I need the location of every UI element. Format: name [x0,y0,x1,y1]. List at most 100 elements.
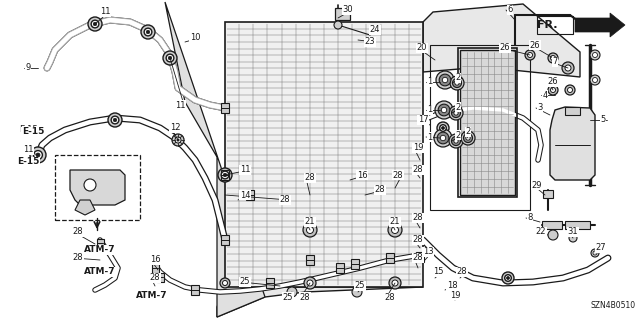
Text: 8: 8 [527,213,532,222]
Text: 1: 1 [428,132,433,142]
Circle shape [548,85,558,95]
Text: 26: 26 [530,41,540,49]
Circle shape [437,122,449,134]
Circle shape [466,136,470,140]
Text: 10: 10 [189,33,200,42]
Circle shape [287,287,297,297]
Circle shape [591,249,599,257]
Text: 28: 28 [150,273,160,283]
Circle shape [590,75,600,85]
Bar [543,190,553,198]
Circle shape [172,134,184,146]
Bar [565,107,580,115]
Circle shape [436,71,454,89]
Polygon shape [70,170,125,205]
Bar [430,45,530,210]
Circle shape [442,77,448,83]
Circle shape [84,179,96,191]
Circle shape [565,65,571,71]
Text: 28: 28 [300,293,310,301]
Circle shape [461,131,475,145]
Circle shape [88,17,102,31]
Circle shape [111,116,119,124]
Bar [221,170,229,180]
Bar [537,16,573,34]
Text: 28: 28 [280,196,291,204]
Circle shape [166,54,174,62]
Circle shape [141,25,155,39]
Circle shape [502,272,514,284]
Bar [458,48,517,197]
Circle shape [304,277,316,289]
Text: 28: 28 [385,293,396,302]
Bar [221,103,229,113]
Text: 9: 9 [26,63,31,72]
Text: 25: 25 [355,281,365,291]
Text: 28: 28 [413,235,423,244]
Text: ATM-7: ATM-7 [84,246,116,255]
Text: E-15: E-15 [22,128,44,137]
Text: 18: 18 [447,280,458,290]
Circle shape [437,132,449,144]
Text: 15: 15 [433,268,444,277]
Circle shape [451,137,461,145]
Bar [306,255,314,265]
Circle shape [568,87,573,93]
Text: 28: 28 [413,166,423,174]
Text: 16: 16 [356,170,367,180]
Text: 23: 23 [365,38,375,47]
Circle shape [30,147,46,163]
Polygon shape [575,13,625,37]
Circle shape [91,20,99,28]
Text: 17: 17 [418,115,428,124]
Circle shape [177,139,179,141]
Circle shape [334,21,342,29]
Circle shape [434,129,452,147]
Bar [460,50,515,195]
Text: 31: 31 [568,227,579,236]
Text: 2: 2 [456,130,461,139]
Bar [351,259,359,269]
Text: 11: 11 [23,145,33,154]
Circle shape [218,168,232,182]
Circle shape [163,51,177,65]
Circle shape [442,107,447,113]
Bar [386,253,394,263]
Circle shape [548,230,558,240]
Circle shape [223,173,227,177]
Circle shape [562,62,574,74]
Bar [336,263,344,273]
Text: 12: 12 [170,123,180,132]
Bar [565,221,590,229]
Circle shape [452,78,461,87]
Bar [221,235,229,245]
Text: 1: 1 [428,78,433,86]
Circle shape [455,81,459,85]
Circle shape [392,226,399,234]
Text: 11: 11 [100,8,110,17]
Text: 13: 13 [422,248,433,256]
Text: 5: 5 [600,115,605,124]
Bar [152,264,159,273]
Circle shape [463,133,472,143]
Circle shape [449,134,463,148]
Circle shape [147,30,150,34]
Text: E-15: E-15 [19,125,37,135]
Text: 28: 28 [413,254,423,263]
Text: 24: 24 [370,26,380,34]
Circle shape [389,277,401,289]
Text: 11: 11 [175,100,185,109]
Text: 28: 28 [305,174,316,182]
Text: 26: 26 [500,43,510,53]
Text: 28: 28 [73,254,83,263]
Circle shape [548,53,558,63]
Circle shape [352,287,362,297]
Circle shape [593,251,597,255]
Text: 19: 19 [450,291,460,300]
Circle shape [449,106,463,120]
Circle shape [221,171,229,179]
Circle shape [525,50,535,60]
Circle shape [527,53,532,57]
Text: 11: 11 [240,166,250,174]
Bar [55,155,140,220]
